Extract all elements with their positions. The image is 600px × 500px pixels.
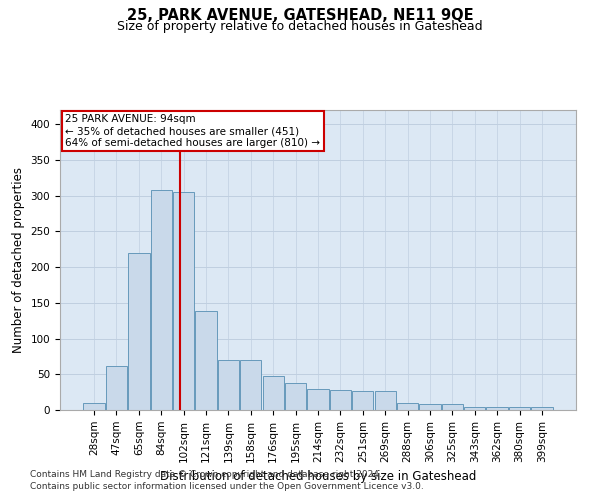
Bar [83,403,105,410]
Bar [464,407,485,410]
Bar [442,404,463,410]
Bar [397,403,418,410]
Bar [106,366,127,410]
Text: 25 PARK AVENUE: 94sqm
← 35% of detached houses are smaller (451)
64% of semi-det: 25 PARK AVENUE: 94sqm ← 35% of detached … [65,114,320,148]
Text: Size of property relative to detached houses in Gateshead: Size of property relative to detached ho… [117,20,483,33]
Bar [307,388,329,410]
Bar [531,407,553,410]
Bar [151,190,172,410]
Bar [128,253,149,410]
X-axis label: Distribution of detached houses by size in Gateshead: Distribution of detached houses by size … [160,470,476,483]
Bar [330,390,351,410]
Text: Contains HM Land Registry data © Crown copyright and database right 2024.: Contains HM Land Registry data © Crown c… [30,470,382,479]
Bar [196,312,217,410]
Text: 25, PARK AVENUE, GATESHEAD, NE11 9QE: 25, PARK AVENUE, GATESHEAD, NE11 9QE [127,8,473,22]
Bar [263,376,284,410]
Bar [173,192,194,410]
Bar [240,360,262,410]
Bar [374,390,396,410]
Bar [285,383,306,410]
Bar [509,407,530,410]
Bar [419,404,440,410]
Bar [487,407,508,410]
Y-axis label: Number of detached properties: Number of detached properties [12,167,25,353]
Text: Contains public sector information licensed under the Open Government Licence v3: Contains public sector information licen… [30,482,424,491]
Bar [218,360,239,410]
Bar [352,390,373,410]
